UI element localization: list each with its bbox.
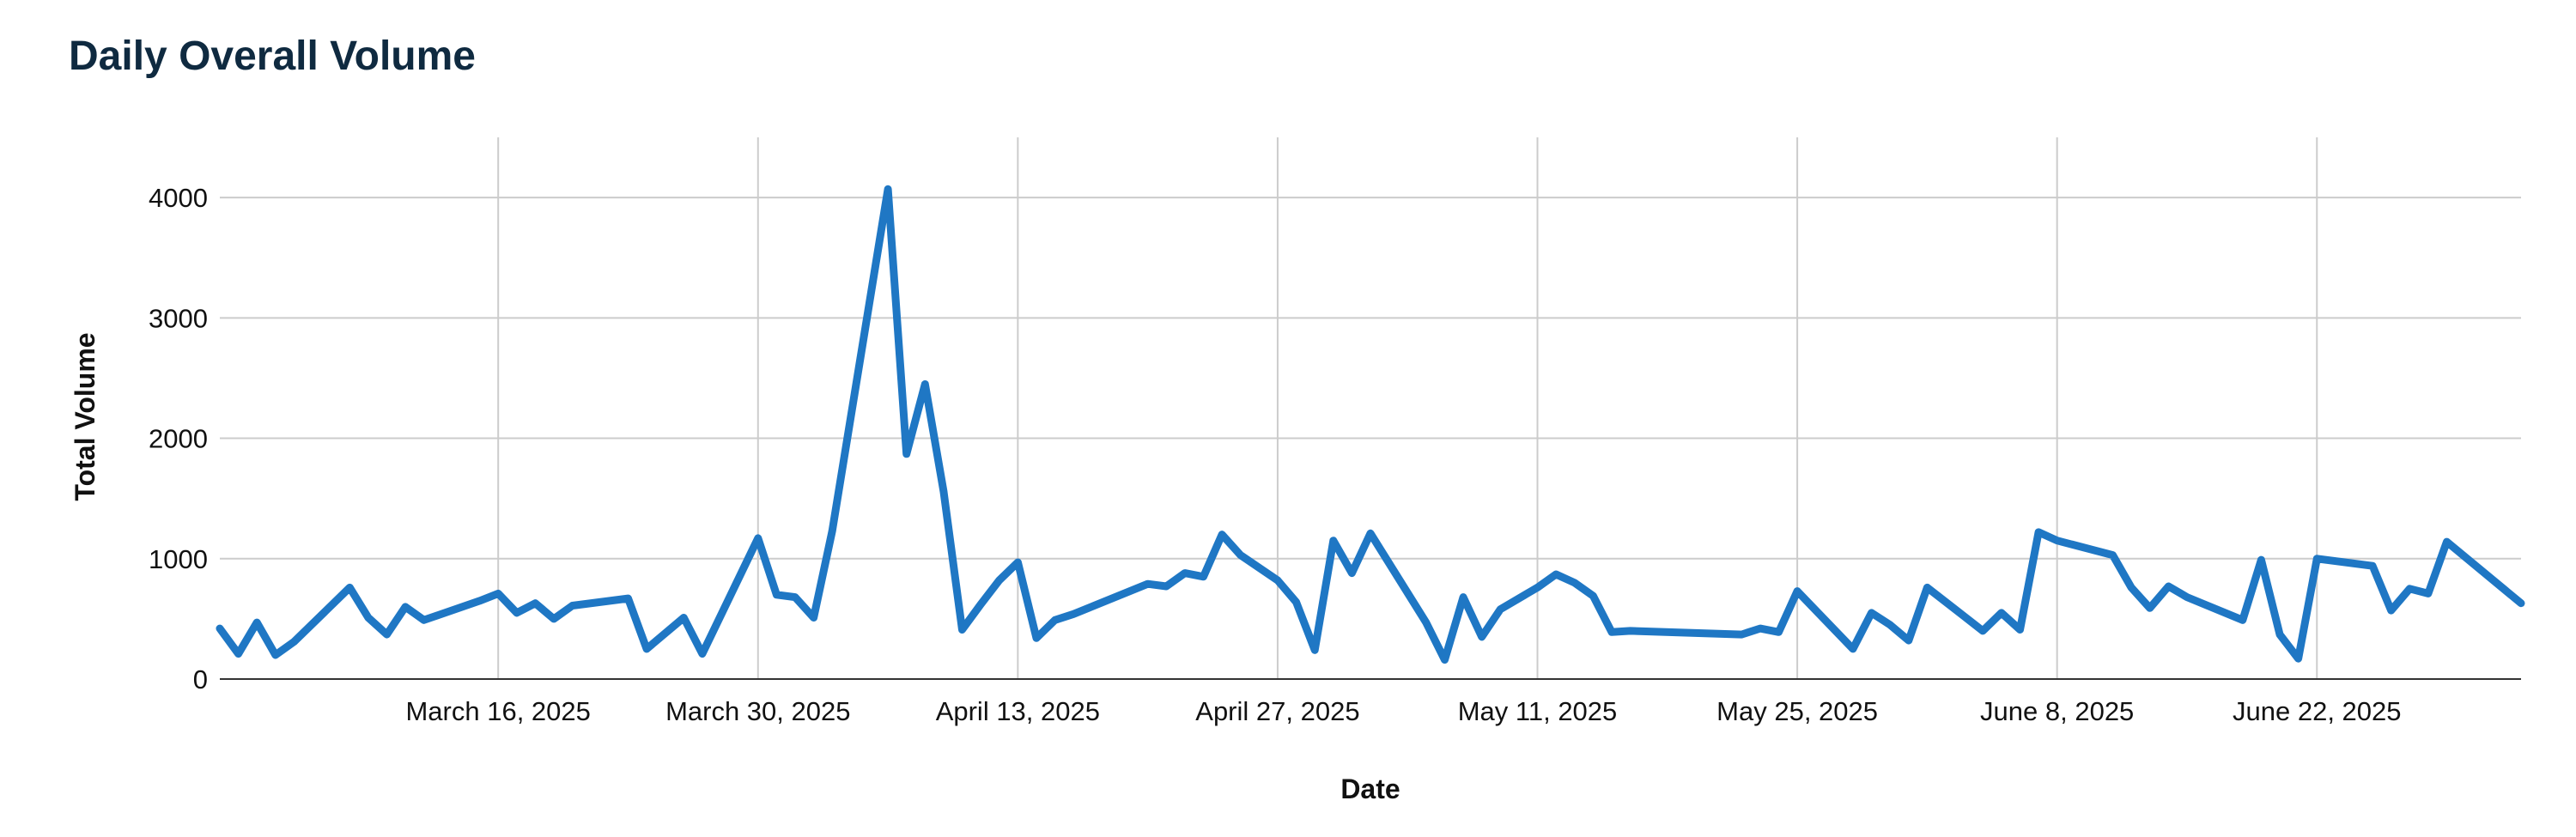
y-tick-label: 2000 xyxy=(149,424,208,454)
y-axis-label: Total Volume xyxy=(70,332,100,500)
series-line xyxy=(216,185,2525,664)
x-tick-label: June 8, 2025 xyxy=(1980,696,2134,726)
series-group xyxy=(216,185,2525,664)
x-tick-label: March 30, 2025 xyxy=(665,696,850,726)
x-tick-label: June 22, 2025 xyxy=(2233,696,2402,726)
y-tick-label: 3000 xyxy=(149,303,208,333)
y-tick-label: 1000 xyxy=(149,544,208,574)
x-tick-label: May 11, 2025 xyxy=(1458,696,1618,726)
x-tick-label: May 25, 2025 xyxy=(1716,696,1878,726)
chart-title: Daily Overall Volume xyxy=(69,33,476,79)
x-tick-label: April 27, 2025 xyxy=(1195,696,1359,726)
y-tick-label: 0 xyxy=(193,664,208,694)
y-tick-label: 4000 xyxy=(149,183,208,213)
x-axis-ticks: March 16, 2025 March 30, 2025 April 13, 20… xyxy=(405,696,2401,726)
x-axis-label: Date xyxy=(1340,773,1400,804)
grid-lines xyxy=(220,137,2521,679)
x-tick-label: March 16, 2025 xyxy=(405,696,590,726)
x-tick-label: April 13, 2025 xyxy=(936,696,1100,726)
y-axis-ticks: 0 1000 2000 3000 4000 xyxy=(149,183,208,694)
